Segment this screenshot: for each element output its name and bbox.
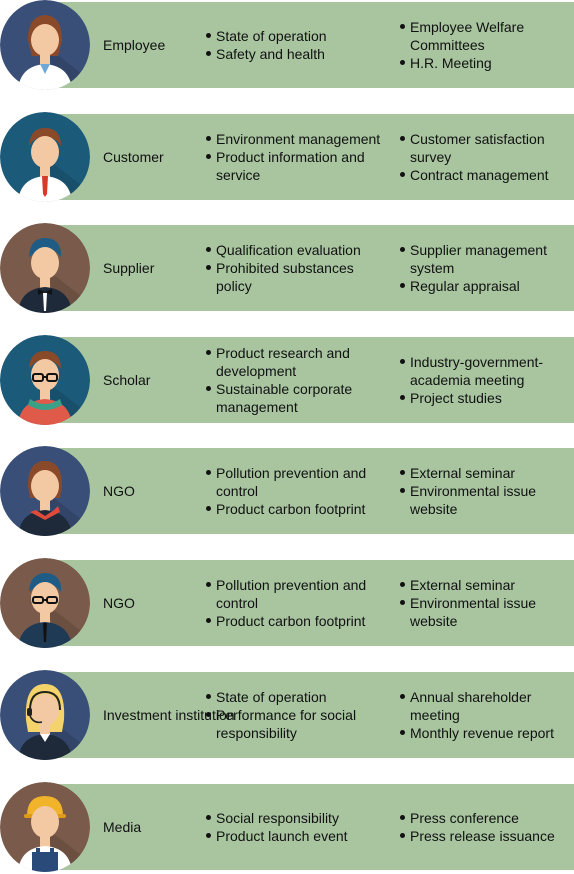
row-band bbox=[40, 2, 574, 88]
bullet-item: Qualification evaluation bbox=[203, 241, 383, 259]
bullet-item: External seminar bbox=[397, 464, 569, 482]
bullet-item: Prohibited substances policy bbox=[203, 259, 383, 295]
bullet-item: Safety and health bbox=[203, 45, 383, 63]
bullet-item: Customer satisfaction survey bbox=[397, 130, 569, 166]
employee-avatar-icon bbox=[0, 0, 90, 90]
stakeholder-row: Customer Environment management Product in… bbox=[0, 112, 574, 202]
bullet-item: Environmental issue website bbox=[397, 594, 569, 630]
row-band bbox=[40, 225, 574, 311]
bullet-item: Performance for social responsibility bbox=[203, 706, 383, 742]
stakeholder-label: NGO bbox=[103, 483, 135, 499]
bullet-item: Project studies bbox=[397, 389, 569, 407]
bullet-item: Product research and development bbox=[203, 344, 383, 380]
communication-channels: Employee Welfare Committees H.R. Meeting bbox=[397, 0, 569, 90]
bullet-item: Industry-government-academia meeting bbox=[397, 353, 569, 389]
stakeholder-label: Scholar bbox=[103, 372, 151, 388]
bullet-item: Product information and service bbox=[203, 148, 383, 184]
bullet-item: Product carbon footprint bbox=[203, 612, 383, 630]
supplier-avatar-icon bbox=[0, 223, 90, 313]
communication-channels: Supplier management system Regular apprai… bbox=[397, 223, 569, 313]
bullet-item: Supplier management system bbox=[397, 241, 569, 277]
stakeholder-label: NGO bbox=[103, 595, 135, 611]
stakeholder-label: Employee bbox=[103, 37, 166, 53]
stakeholder-row: Investment institution State of operation… bbox=[0, 670, 574, 760]
concern-topics: Environment management Product informatio… bbox=[203, 112, 383, 202]
communication-channels: Annual shareholder meeting Monthly revenu… bbox=[397, 670, 569, 760]
row-band bbox=[40, 784, 574, 870]
stakeholder-row: Employee State of operation Safety and hea… bbox=[0, 0, 574, 90]
bullet-item: Regular appraisal bbox=[397, 277, 569, 295]
communication-channels: Press conference Press release issuance bbox=[397, 782, 569, 872]
bullet-item: Annual shareholder meeting bbox=[397, 688, 569, 724]
media-avatar-icon bbox=[0, 782, 90, 872]
bullet-item: External seminar bbox=[397, 576, 569, 594]
ngo-woman-avatar-icon bbox=[0, 446, 90, 536]
concern-topics: State of operation Performance for social… bbox=[203, 670, 383, 760]
row-band bbox=[40, 337, 574, 423]
ngo-man-avatar-icon bbox=[0, 558, 90, 648]
communication-channels: Industry-government-academia meeting Proj… bbox=[397, 335, 569, 425]
customer-avatar-icon bbox=[0, 112, 90, 202]
row-band bbox=[40, 448, 574, 534]
stakeholder-label: Media bbox=[103, 819, 142, 835]
row-band bbox=[40, 114, 574, 200]
communication-channels: Customer satisfaction survey Contract man… bbox=[397, 112, 569, 202]
concern-topics: Pollution prevention and control Product … bbox=[203, 446, 383, 536]
communication-channels: External seminar Environmental issue webs… bbox=[397, 446, 569, 536]
concern-topics: Social responsibility Product launch even… bbox=[203, 782, 383, 872]
row-band bbox=[40, 672, 574, 758]
communication-channels: External seminar Environmental issue webs… bbox=[397, 558, 569, 648]
stakeholder-row: Scholar Product research and development S… bbox=[0, 335, 574, 425]
stakeholder-row: NGO Pollution prevention and control Produ… bbox=[0, 446, 574, 536]
stakeholder-label: Investment institution bbox=[103, 707, 235, 723]
bullet-item: State of operation bbox=[203, 27, 383, 45]
bullet-item: Environment management bbox=[203, 130, 383, 148]
bullet-item: Sustainable corporate management bbox=[203, 380, 383, 416]
bullet-item: Monthly revenue report bbox=[397, 724, 569, 742]
row-band bbox=[40, 560, 574, 646]
bullet-item: H.R. Meeting bbox=[397, 54, 569, 72]
concern-topics: Qualification evaluation Prohibited subst… bbox=[203, 223, 383, 313]
stakeholder-label: Customer bbox=[103, 149, 164, 165]
scholar-avatar-icon bbox=[0, 335, 90, 425]
concern-topics: Pollution prevention and control Product … bbox=[203, 558, 383, 648]
concern-topics: State of operation Safety and health bbox=[203, 0, 383, 90]
bullet-item: Contract management bbox=[397, 166, 569, 184]
bullet-item: Social responsibility bbox=[203, 809, 383, 827]
stakeholder-label: Supplier bbox=[103, 260, 155, 276]
bullet-item: Pollution prevention and control bbox=[203, 576, 383, 612]
stakeholder-row: Media Social responsibility Product launch… bbox=[0, 782, 574, 872]
bullet-item: Environmental issue website bbox=[397, 482, 569, 518]
stakeholder-row: NGO Pollution prevention and control Produ… bbox=[0, 558, 574, 648]
bullet-item: Press conference bbox=[397, 809, 569, 827]
stakeholder-row: Supplier Qualification evaluation Prohibit… bbox=[0, 223, 574, 313]
bullet-item: Press release issuance bbox=[397, 827, 569, 845]
concern-topics: Product research and development Sustaina… bbox=[203, 335, 383, 425]
bullet-item: Pollution prevention and control bbox=[203, 464, 383, 500]
bullet-item: Product carbon footprint bbox=[203, 500, 383, 518]
bullet-item: Product launch event bbox=[203, 827, 383, 845]
bullet-item: Employee Welfare Committees bbox=[397, 18, 569, 54]
investor-avatar-icon bbox=[0, 670, 90, 760]
bullet-item: State of operation bbox=[203, 688, 383, 706]
